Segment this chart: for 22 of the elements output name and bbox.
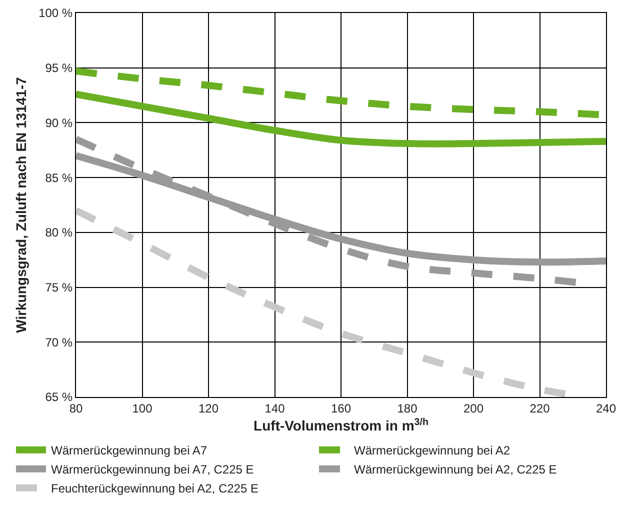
y-tick-label: 100 % xyxy=(38,6,73,20)
x-tick-label: 180 xyxy=(397,401,418,416)
x-axis-title: Luft-Volumenstrom in m$^{3/h}$ xyxy=(254,416,428,434)
y-tick-label: 80 % xyxy=(45,226,73,240)
y-tick-label: 70 % xyxy=(45,335,73,350)
legend-label: Feuchterückgewinnung bei A2, C225 E xyxy=(51,482,258,496)
x-tick-label: 120 xyxy=(198,401,219,416)
x-tick-label: 140 xyxy=(264,401,286,416)
legend-label: Wärmerückgewinnung bei A2 xyxy=(354,444,510,458)
x-tick-label: 220 xyxy=(530,401,550,416)
y-tick-label: 85 % xyxy=(45,170,73,185)
x-tick-label: 100 xyxy=(132,401,153,416)
y-tick-label: 75 % xyxy=(45,280,73,294)
legend-label: Wärmerückgewinnung bei A2, C225 E xyxy=(354,462,557,477)
y-axis-title: Wirkungsgrad, Zuluft nach EN 13141-7 xyxy=(13,76,30,333)
x-tick-label: 240 xyxy=(596,401,616,416)
y-tick-label: 90 % xyxy=(45,116,73,130)
x-tick-label: 200 xyxy=(463,401,484,416)
legend-label: Wärmerückgewinnung bei A7, C225 E xyxy=(51,462,254,477)
x-tick-label: 160 xyxy=(330,401,352,416)
y-tick-label: 95 % xyxy=(45,61,73,76)
legend-label: Wärmerückgewinnung bei A7 xyxy=(51,444,208,458)
